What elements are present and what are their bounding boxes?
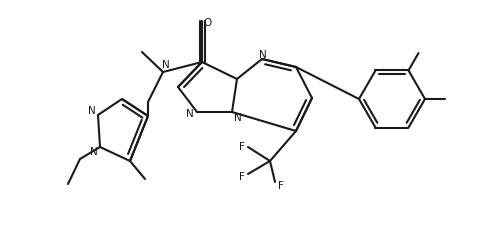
Text: N: N [162,60,170,70]
Text: N: N [259,50,267,60]
Text: F: F [239,171,245,181]
Text: F: F [278,180,284,190]
Text: N: N [234,113,242,122]
Text: O: O [203,18,211,28]
Text: N: N [186,109,194,118]
Text: N: N [88,106,96,116]
Text: F: F [239,141,245,151]
Text: N: N [90,146,98,156]
